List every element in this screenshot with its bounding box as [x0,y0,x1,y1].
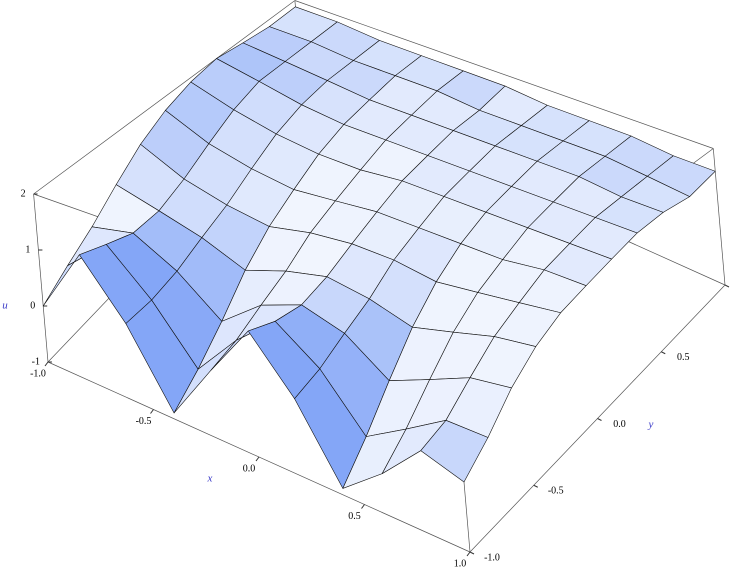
x-tick [150,409,154,414]
x-axis-label: x [207,473,213,485]
y-tick [597,418,602,421]
y-axis-label: y [648,419,654,431]
y-tick-label: -0.5 [548,486,564,497]
box-edge [712,148,726,286]
z-tick-label: 0 [30,300,35,311]
y-tick-label: 0.5 [677,352,690,363]
y-tick [661,351,666,355]
z-tick-label: -1 [32,356,40,367]
x-tick-label: 1.0 [454,558,467,569]
y-tick [533,484,538,488]
box-edge [33,0,296,195]
y-tick [469,551,475,555]
box-edge [33,193,49,363]
x-tick [361,504,365,509]
x-tick-label: -0.5 [136,416,152,427]
x-tick-label: -1.0 [30,368,46,379]
surface-face [420,420,489,483]
x-tick [44,361,49,367]
y-tick-label: 0.0 [613,419,626,430]
y-tick-label: -1.0 [484,552,500,563]
x-tick [255,456,260,462]
z-axis-label: u [2,300,8,312]
z-tick-label: 1 [25,244,30,255]
box-edge [294,0,714,149]
y-tick [724,284,730,288]
x-tick [466,551,471,557]
x-tick-label: 0.0 [243,463,256,474]
z-tick-label: 2 [21,188,26,199]
x-tick-label: 0.5 [348,511,361,522]
